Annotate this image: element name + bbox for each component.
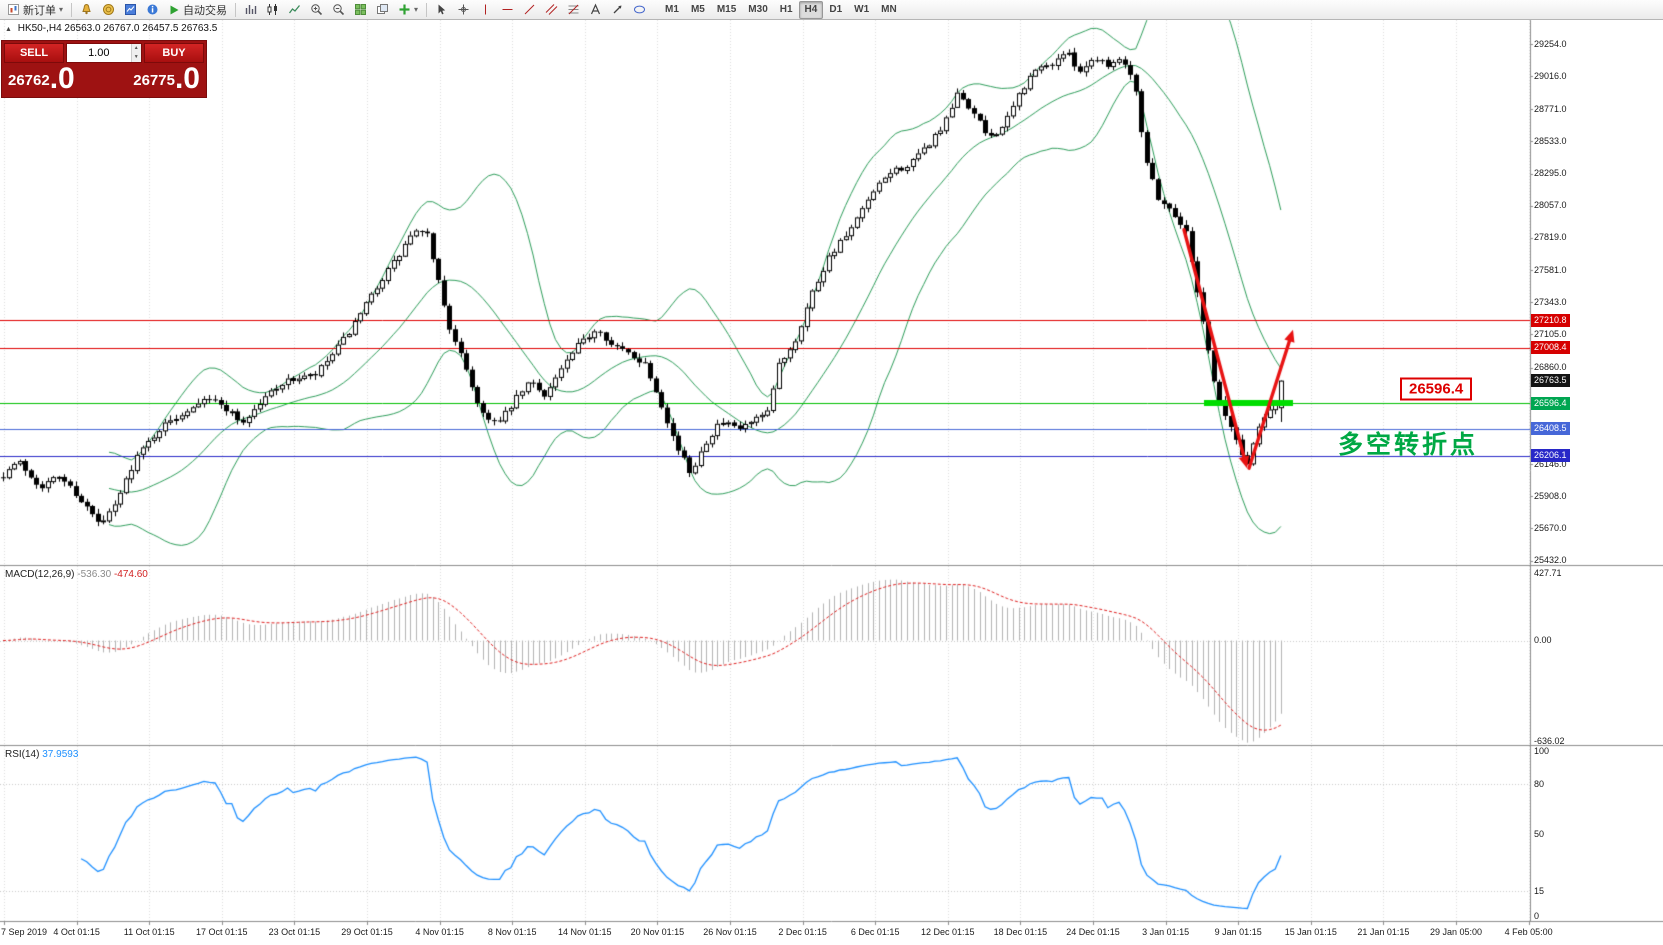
zoom-out-icon (332, 3, 345, 16)
trendline-icon (523, 3, 536, 16)
candle-chart-mode-button[interactable] (262, 1, 283, 19)
line-chart-icon (288, 3, 301, 16)
timeframe-m1-button[interactable]: M1 (665, 4, 679, 15)
volume-control: ▲ ▼ (66, 43, 142, 63)
sell-price-fraction: .0 (49, 62, 75, 95)
timeframe-m15-button[interactable]: M15 (716, 4, 737, 15)
chevron-down-icon: ▾ (414, 5, 419, 14)
channel-tool-button[interactable] (541, 1, 562, 19)
market-icon (124, 3, 137, 16)
auto-trading-label: 自动交易 (183, 4, 228, 17)
vertical-line-icon (479, 3, 492, 16)
alerts-button[interactable] (76, 1, 97, 19)
line-chart-mode-button[interactable] (284, 1, 305, 19)
trendline-tool-button[interactable] (519, 1, 540, 19)
new-order-icon (7, 3, 20, 16)
zoom-in-icon (310, 3, 323, 16)
toolbar-separator (235, 2, 237, 17)
buy-price-fraction: .0 (174, 62, 200, 95)
toolbar-separator (426, 2, 428, 17)
bar-chart-icon (244, 3, 257, 16)
cascade-windows-button[interactable] (372, 1, 393, 19)
buy-price-main: 26775 (133, 72, 175, 89)
sell-button[interactable]: SELL (4, 43, 64, 63)
arrow-tool-icon (611, 3, 624, 16)
vertical-line-tool-button[interactable] (475, 1, 496, 19)
fibonacci-icon (567, 3, 580, 16)
text-tool-button[interactable] (585, 1, 606, 19)
bar-chart-mode-button[interactable] (240, 1, 261, 19)
text-icon (589, 3, 602, 16)
volume-down-button[interactable]: ▼ (131, 53, 141, 62)
buy-button[interactable]: BUY (144, 43, 204, 63)
timeframe-mn-button[interactable]: MN (881, 4, 897, 15)
zoom-out-button[interactable] (328, 1, 349, 19)
coin-icon (102, 3, 115, 16)
toolbar: 新订单 ▾ 自动交易 ▾ M1 M5 M15 M30 H1 H4 D1 W1 MN (0, 0, 1663, 20)
indicators-button[interactable]: ▾ (394, 1, 422, 19)
cursor-icon (435, 3, 448, 16)
timeframe-h1-button[interactable]: H1 (779, 4, 793, 15)
timeframe-m5-button[interactable]: M5 (690, 4, 705, 15)
tile-windows-button[interactable] (350, 1, 371, 19)
sell-price[interactable]: 26762 .0 (8, 62, 75, 95)
auto-trading-button[interactable]: 自动交易 (164, 1, 231, 19)
volume-up-button[interactable]: ▲ (131, 44, 141, 53)
cursor-tool-button[interactable] (431, 1, 452, 19)
sell-price-main: 26762 (8, 72, 50, 89)
crosshair-tool-button[interactable] (453, 1, 474, 19)
timeframe-d1-button[interactable]: D1 (829, 4, 843, 15)
tile-windows-icon (354, 3, 367, 16)
market-button[interactable] (120, 1, 141, 19)
chevron-down-icon: ▾ (59, 5, 64, 14)
timeframe-buttons: M1 M5 M15 M30 H1 H4 D1 W1 MN (659, 0, 903, 19)
toolbar-separator (71, 2, 73, 17)
fibonacci-tool-button[interactable] (563, 1, 584, 19)
info-icon (146, 3, 159, 16)
shapes-tool-button[interactable] (629, 1, 650, 19)
horizontal-line-icon (501, 3, 514, 16)
info-button[interactable] (142, 1, 163, 19)
horizontal-line-tool-button[interactable] (497, 1, 518, 19)
bell-icon (80, 3, 93, 16)
new-order-button[interactable]: 新订单 ▾ (3, 1, 67, 19)
deposit-button[interactable] (98, 1, 119, 19)
indicator-plus-icon (398, 3, 411, 16)
one-click-trading-panel: SELL ▲ ▼ BUY 26762 .0 26775 .0 (1, 40, 207, 98)
volume-input[interactable] (67, 44, 131, 62)
timeframe-w1-button[interactable]: W1 (854, 4, 870, 15)
arrows-tool-button[interactable] (607, 1, 628, 19)
candlestick-icon (266, 3, 279, 16)
cascade-windows-icon (376, 3, 389, 16)
play-icon (168, 4, 180, 16)
ellipse-icon (633, 3, 646, 16)
timeframe-m30-button[interactable]: M30 (748, 4, 768, 15)
zoom-in-button[interactable] (306, 1, 327, 19)
crosshair-icon (457, 3, 470, 16)
volume-spinner: ▲ ▼ (130, 44, 141, 62)
channel-icon (545, 3, 558, 16)
timeframe-h4-button[interactable]: H4 (798, 0, 824, 19)
new-order-label: 新订单 (23, 4, 56, 17)
buy-price[interactable]: 26775 .0 (133, 62, 200, 95)
